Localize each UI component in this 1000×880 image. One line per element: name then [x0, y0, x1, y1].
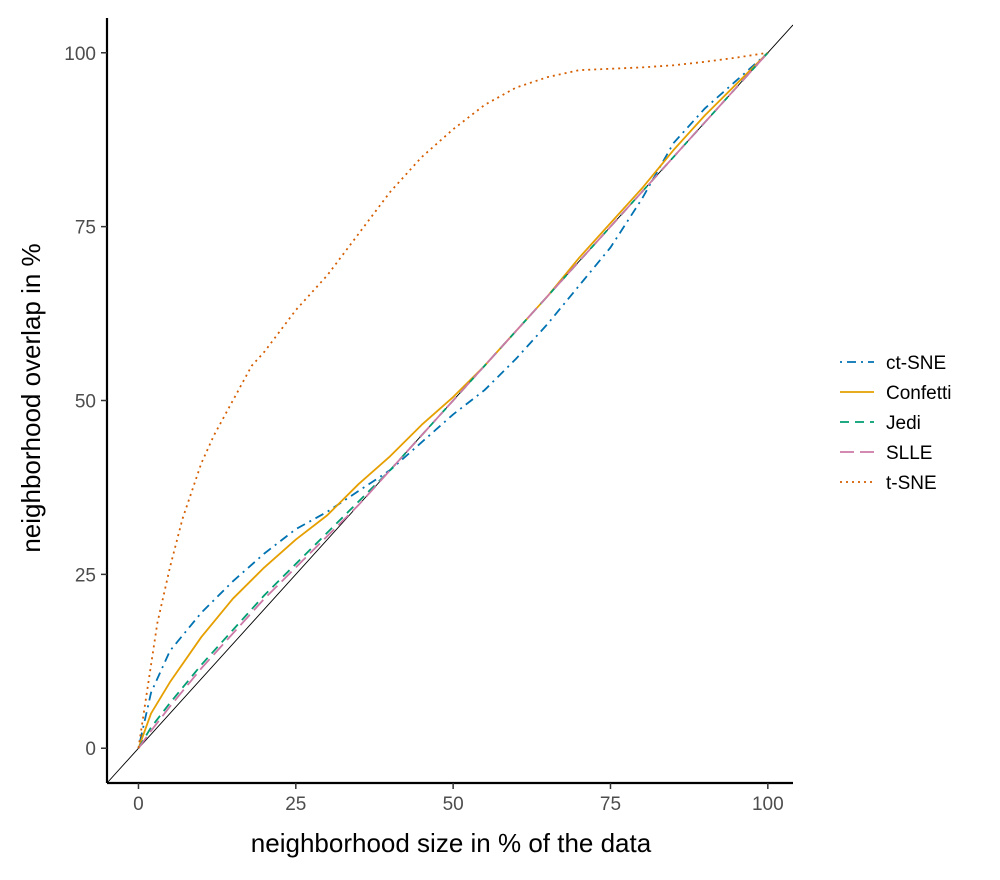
y-tick-label: 25 — [75, 565, 96, 586]
x-axis-title: neighborhood size in % of the data — [251, 828, 652, 858]
series-line-confetti — [137, 52, 769, 749]
y-axis-title: neighborhood overlap in % — [16, 243, 46, 552]
y-tick-label: 75 — [75, 218, 96, 239]
legend-label: ct-SNE — [886, 353, 946, 374]
series-line-jedi — [137, 52, 769, 749]
series-line-slle — [137, 52, 769, 749]
legend-label: Confetti — [886, 383, 951, 404]
x-tick-label: 25 — [285, 794, 306, 815]
legend: ct-SNE Confetti Jedi SLLE t-SNE — [840, 353, 951, 494]
x-tick-label: 100 — [752, 794, 784, 815]
plot-area — [107, 24, 793, 783]
series-line-ct-sne — [137, 52, 769, 749]
y-tick-label: 100 — [64, 44, 96, 65]
series-line-t-sne — [137, 51, 768, 749]
x-tick-label: 50 — [443, 794, 464, 815]
y-tick-label: 50 — [75, 392, 96, 413]
legend-label: SLLE — [886, 443, 932, 464]
x-tick-label: 75 — [600, 794, 621, 815]
y-tick-label: 0 — [85, 739, 96, 760]
x-tick-label: 0 — [133, 794, 144, 815]
legend-label: t-SNE — [886, 473, 937, 494]
legend-label: Jedi — [886, 413, 921, 434]
axes: 0 25 50 75 100 0 25 50 75 100 — [64, 18, 793, 815]
